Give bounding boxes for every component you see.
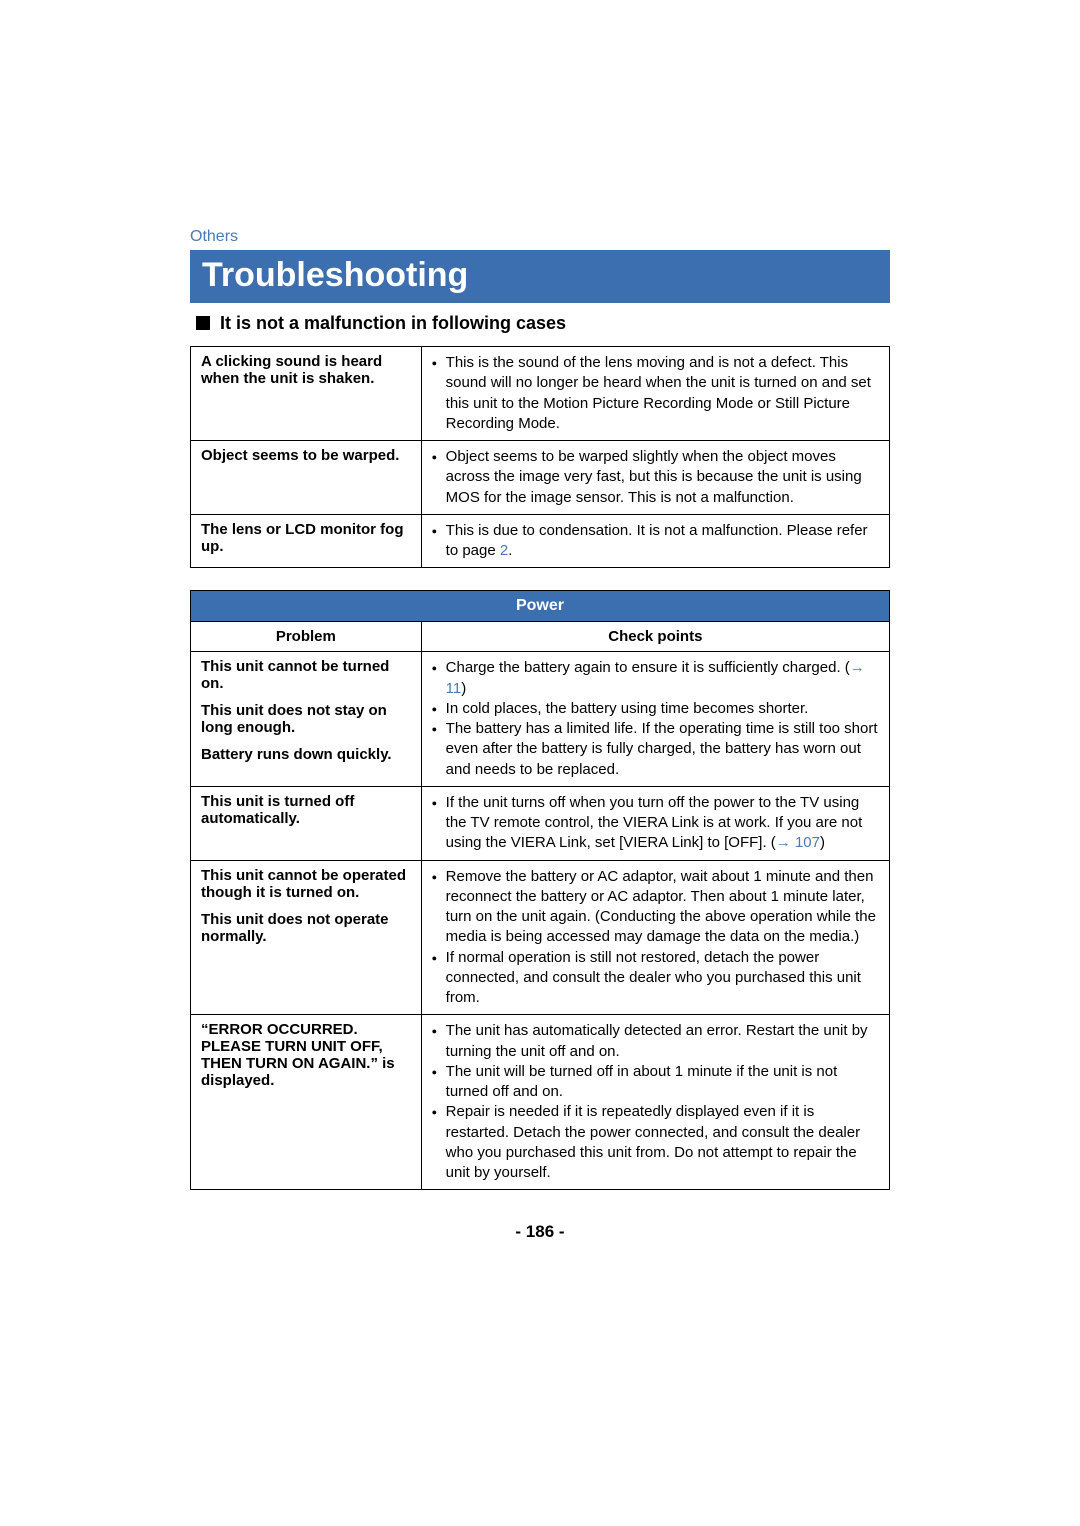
problem-text: This unit cannot be operated though it i… — [201, 867, 411, 901]
subheading-text: It is not a malfunction in following cas… — [220, 313, 566, 333]
not-malfunction-table: A clicking sound is heard when the unit … — [190, 346, 890, 568]
bullet-item: This is the sound of the lens moving and… — [432, 353, 879, 434]
problem-text: This unit does not stay on long enough. — [201, 702, 411, 736]
problem-text: Battery runs down quickly. — [201, 746, 411, 763]
category-label: Others — [190, 228, 890, 246]
page-number: - 186 - — [190, 1222, 890, 1242]
bullet-item: Remove the battery or AC adaptor, wait a… — [432, 867, 879, 948]
problem-text: This unit does not operate normally. — [201, 911, 411, 945]
bullet-item: The unit has automatically detected an e… — [432, 1021, 879, 1062]
table-points-cell: Remove the battery or AC adaptor, wait a… — [421, 860, 889, 1015]
table-problem-cell: This unit is turned off automatically. — [191, 786, 422, 860]
bullet-item: Repair is needed if it is repeatedly dis… — [432, 1102, 879, 1183]
page-title: Troubleshooting — [190, 250, 890, 303]
table-points-cell: Object seems to be warped slightly when … — [421, 441, 889, 515]
subheading-not-malfunction: It is not a malfunction in following cas… — [190, 313, 890, 334]
power-table: Power Problem Check points This unit can… — [190, 590, 890, 1190]
table-problem-cell: The lens or LCD monitor fog up. — [191, 514, 422, 568]
table-problem-cell: “ERROR OCCURRED. PLEASE TURN UNIT OFF, T… — [191, 1015, 422, 1190]
table-points-cell: Charge the battery again to ensure it is… — [421, 652, 889, 787]
bullet-item: The unit will be turned off in about 1 m… — [432, 1062, 879, 1103]
table-problem-cell: This unit cannot be turned on. This unit … — [191, 652, 422, 787]
power-title: Power — [191, 591, 890, 622]
problem-text: This unit cannot be turned on. — [201, 658, 411, 692]
table-points-cell: This is due to condensation. It is not a… — [421, 514, 889, 568]
table-problem-cell: A clicking sound is heard when the unit … — [191, 347, 422, 441]
power-header-checkpoints: Check points — [421, 622, 889, 652]
problem-text: “ERROR OCCURRED. PLEASE TURN UNIT OFF, T… — [201, 1021, 411, 1089]
table-points-cell: If the unit turns off when you turn off … — [421, 786, 889, 860]
table-points-cell: This is the sound of the lens moving and… — [421, 347, 889, 441]
square-bullet-icon — [196, 316, 210, 330]
bullet-item: Charge the battery again to ensure it is… — [432, 658, 879, 699]
bullet-item: This is due to condensation. It is not a… — [432, 521, 879, 562]
power-header-problem: Problem — [191, 622, 422, 652]
problem-text: This unit is turned off automatically. — [201, 793, 411, 827]
table-points-cell: The unit has automatically detected an e… — [421, 1015, 889, 1190]
bullet-item: If the unit turns off when you turn off … — [432, 793, 879, 854]
bullet-item: In cold places, the battery using time b… — [432, 699, 879, 719]
bullet-item: Object seems to be warped slightly when … — [432, 447, 879, 508]
bullet-item: The battery has a limited life. If the o… — [432, 719, 879, 780]
bullet-item: If normal operation is still not restore… — [432, 948, 879, 1009]
table-problem-cell: Object seems to be warped. — [191, 441, 422, 515]
table-problem-cell: This unit cannot be operated though it i… — [191, 860, 422, 1015]
